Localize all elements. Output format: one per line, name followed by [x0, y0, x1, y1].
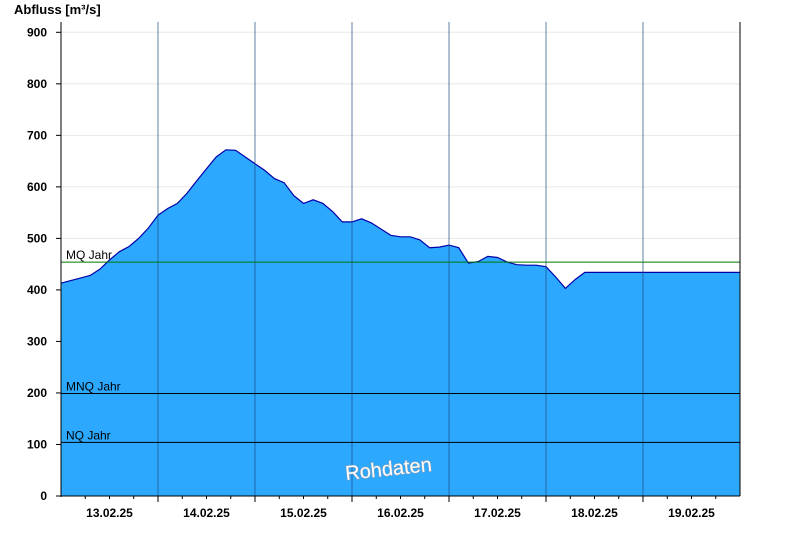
y-axis-label: Abfluss [m³/s] [14, 2, 101, 17]
y-tick-label-8: 800 [27, 77, 47, 91]
day-boundary-lines [157, 22, 644, 496]
axes [56, 22, 741, 502]
watermark-label: Rohdaten [344, 454, 433, 485]
reference-label-2: NQ Jahr [66, 428, 111, 442]
y-tick-label-1: 100 [27, 437, 47, 451]
y-tick-label-5: 500 [27, 231, 47, 245]
x-tick-label-2: 15.02.25 [280, 506, 327, 520]
reference-label-0: MQ Jahr [66, 248, 112, 262]
y-tick-label-3: 300 [27, 334, 47, 348]
reference-label-1: MNQ Jahr [66, 379, 121, 393]
reference-lines: MQ Jahr MNQ Jahr NQ Jahr [61, 248, 740, 443]
x-tick-label-4: 17.02.25 [474, 506, 521, 520]
y-tick-label-6: 600 [27, 180, 47, 194]
y-tick-label-0: 0 [40, 489, 47, 503]
discharge-line [60, 149, 740, 290]
x-tick-label-3: 16.02.25 [377, 506, 424, 520]
y-tick-label-4: 400 [27, 283, 47, 297]
x-tick-label-1: 14.02.25 [183, 506, 230, 520]
x-tick-label-0: 13.02.25 [86, 506, 133, 520]
area-layer [60, 149, 740, 497]
x-tick-label-6: 19.02.25 [668, 506, 715, 520]
tick-labels: 0 100 200 300 400 500 600 700 800 900 13.02.25 14.0… [27, 25, 715, 520]
y-tick-label-7: 700 [27, 128, 47, 142]
x-tick-label-5: 18.02.25 [571, 506, 618, 520]
y-tick-label-2: 200 [27, 386, 47, 400]
discharge-area [61, 149, 740, 497]
y-tick-label-9: 900 [27, 25, 47, 39]
